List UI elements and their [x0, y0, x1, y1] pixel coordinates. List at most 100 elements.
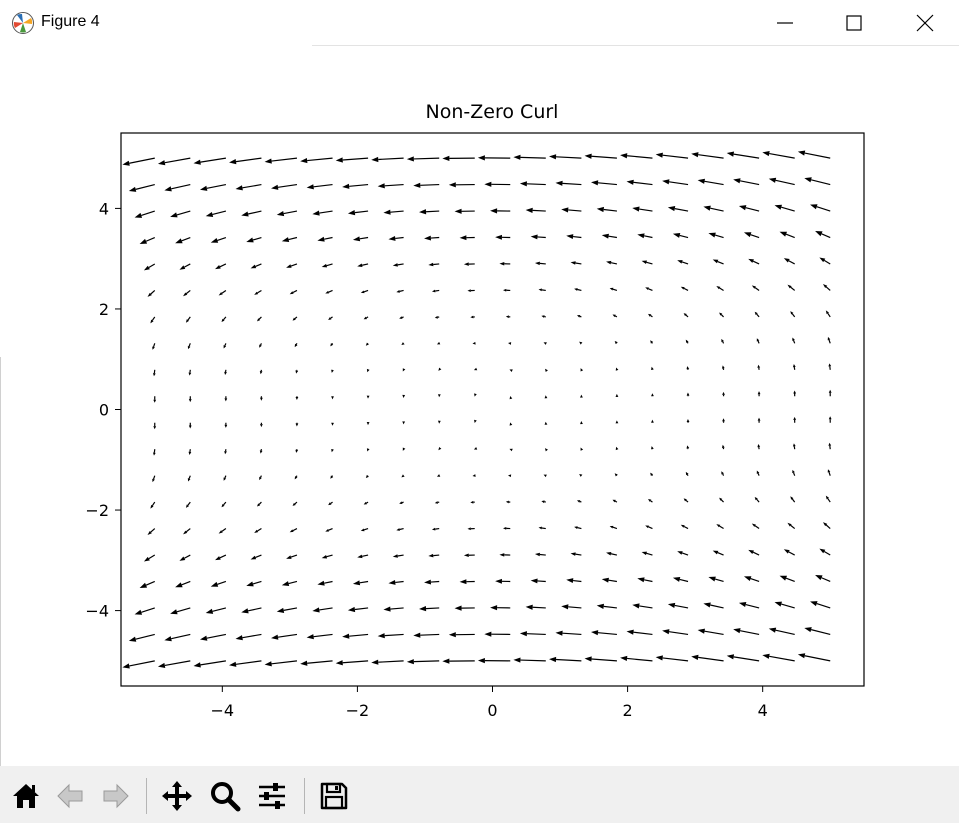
quiver-arrow: [276, 210, 285, 217]
quiver-arrow-shaft: [390, 607, 404, 610]
quiver-arrow: [601, 233, 609, 239]
quiver-arrow-shaft: [271, 157, 298, 162]
quiver-arrow: [463, 553, 469, 557]
quiver-arrow: [399, 316, 403, 319]
quiver-arrow: [312, 210, 320, 216]
quiver-arrow: [756, 338, 760, 342]
quiver-arrow-shaft: [288, 580, 298, 585]
quiver-arrow-shaft: [733, 153, 760, 159]
quiver-arrow: [224, 371, 227, 375]
quiver-arrow: [712, 550, 719, 555]
navigation-toolbar: [0, 766, 959, 823]
quiver-arrow-shaft: [242, 183, 262, 189]
quiver-arrow-shaft: [608, 579, 618, 583]
quiver-arrow: [357, 554, 363, 559]
quiver-arrow: [254, 291, 259, 295]
quiver-arrow: [325, 528, 330, 532]
quiver-arrow: [626, 629, 634, 635]
quiver-arrow: [519, 181, 527, 187]
quiver-arrow-shaft: [288, 236, 298, 241]
quiver-arrow: [473, 447, 478, 450]
quiver-arrow-shaft: [579, 315, 582, 318]
quiver-arrow-shaft: [181, 236, 191, 242]
quiver-arrow: [317, 236, 325, 242]
quiver-arrow: [685, 471, 689, 476]
maximize-button[interactable]: [831, 0, 877, 46]
back-button[interactable]: [50, 776, 90, 816]
zoom-button[interactable]: [205, 776, 245, 816]
quiver-arrow-shaft: [435, 527, 440, 530]
quiver-arrow: [383, 209, 391, 215]
quiver-arrow: [525, 604, 533, 610]
quiver-arrow: [257, 503, 261, 507]
quiver-arrow: [164, 186, 172, 192]
quiver-arrow: [555, 630, 563, 636]
quiver-arrow: [383, 606, 391, 612]
quiver-arrow: [199, 635, 208, 641]
configure-subplots-button[interactable]: [252, 776, 292, 816]
quiver-arrow-shaft: [650, 315, 653, 318]
quiver-arrow-shaft: [781, 603, 795, 609]
quiver-arrow: [566, 234, 574, 239]
quiver-arrow: [534, 552, 540, 557]
quiver-arrow-shaft: [745, 603, 760, 609]
quiver-arrow-shaft: [827, 313, 831, 318]
quiver-arrow: [703, 602, 711, 608]
quiver-arrow-shaft: [277, 633, 298, 638]
quiver-arrow: [215, 265, 221, 270]
quiver-arrow-shaft: [206, 633, 227, 639]
home-button[interactable]: [6, 776, 46, 816]
quiver-arrow: [685, 339, 689, 343]
quiver-arrow: [406, 156, 414, 162]
minimize-button[interactable]: [762, 0, 808, 46]
quiver-arrow-shaft: [754, 287, 760, 291]
quiver-arrow-shaft: [349, 183, 369, 187]
quiver-arrow: [259, 371, 263, 375]
quiver-arrow-shaft: [171, 633, 191, 640]
move-icon: [162, 781, 192, 811]
quiver-arrow: [632, 206, 640, 212]
quiver-arrow-shaft: [430, 580, 440, 583]
quiver-arrow: [289, 291, 294, 295]
quiver-arrow: [721, 444, 725, 448]
close-button[interactable]: [902, 0, 948, 46]
quiver-arrow: [757, 391, 761, 395]
quiver-arrow: [328, 317, 332, 320]
quiver-arrow: [651, 366, 654, 371]
quiver-arrow: [580, 421, 583, 425]
quiver-arrow: [392, 554, 398, 558]
quiver-arrow-shaft: [397, 263, 404, 266]
quiver-arrow: [259, 476, 262, 481]
quiver-arrow: [751, 285, 756, 289]
quiver-arrow-shaft: [769, 152, 795, 159]
save-button[interactable]: [314, 776, 354, 816]
quiver-arrow-shaft: [612, 526, 618, 530]
quiver-arrow: [513, 154, 521, 160]
quiver-arrow-shaft: [164, 157, 191, 164]
quiver-arrow-shaft: [597, 632, 617, 636]
quiver-arrow: [188, 399, 192, 403]
quiver-arrow: [312, 607, 320, 613]
quiver-arrow-shaft: [603, 208, 617, 212]
quiver-arrow: [697, 178, 705, 184]
forward-button[interactable]: [96, 776, 136, 816]
quiver-arrow-shaft: [714, 234, 724, 239]
quiver-arrow: [366, 368, 370, 373]
quiver-arrow: [580, 394, 583, 398]
quiver-arrow: [250, 264, 257, 269]
quiver-arrow-shaft: [354, 210, 369, 214]
quiver-arrow: [325, 290, 330, 294]
quiver-arrow: [819, 548, 826, 554]
quiver-arrow: [748, 258, 754, 263]
quiver-arrow-shaft: [644, 579, 653, 583]
quiver-arrow: [655, 655, 663, 661]
quiver-arrow-shaft: [326, 554, 333, 558]
pan-button[interactable]: [157, 776, 197, 816]
quiver-arrow-shaft: [361, 263, 369, 266]
quiver-arrow-shaft: [646, 552, 653, 556]
quiver-arrow: [641, 551, 647, 556]
quiver-arrow-shaft: [242, 633, 262, 639]
quiver-arrow-shaft: [200, 157, 226, 163]
quiver-arrow: [508, 342, 512, 345]
quiver-arrow: [221, 318, 225, 323]
